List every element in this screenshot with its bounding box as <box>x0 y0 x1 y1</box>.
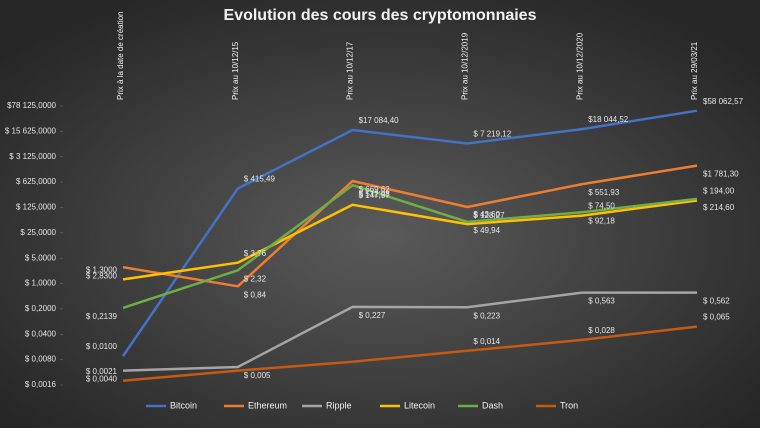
y-tick-label: $ 625,0000 <box>16 177 57 186</box>
y-tick-label: $ 1,0000 <box>25 279 57 288</box>
legend-label: Bitcoin <box>170 400 197 410</box>
data-label: $ 194,00 <box>703 187 735 196</box>
y-tick-label: $ 5,0000 <box>25 253 57 262</box>
data-label: $ 0,0021 <box>86 367 118 376</box>
x-tick-label: Prix au 10/12/17 <box>346 41 355 100</box>
data-label: $58 062,57 <box>703 97 744 106</box>
y-tick-label: $ 0,0080 <box>25 355 57 364</box>
data-label: $ 669,62 <box>359 185 391 194</box>
data-label: $ 2,32 <box>244 274 267 283</box>
data-label: $ 551,93 <box>588 188 620 197</box>
legend-label: Dash <box>482 400 503 410</box>
x-tick-label: Prix au 10/12/15 <box>231 41 240 100</box>
y-tick-label: $ 25,0000 <box>20 228 56 237</box>
data-label: $ 0,0100 <box>86 342 118 351</box>
data-label: $18 044,52 <box>588 115 629 124</box>
x-tick-label: Prix à la date de création <box>116 12 125 101</box>
x-tick-label: Prix au 10/12/2019 <box>461 32 470 100</box>
data-label: $ 0,84 <box>244 290 267 299</box>
data-label: $ 43,60 <box>473 210 500 219</box>
y-tick-label: $ 0,2000 <box>25 304 57 313</box>
series-line <box>122 199 698 281</box>
data-label: $ 0,065 <box>703 313 730 322</box>
data-label: $1 781,30 <box>703 170 739 179</box>
data-label: $ 0,562 <box>703 297 730 306</box>
data-label: $ 74,50 <box>588 202 615 211</box>
y-tick-label: $ 15 625,0000 <box>5 126 57 135</box>
y-tick-label: $78 125,0000 <box>7 101 56 110</box>
data-label: $ 0,028 <box>588 326 615 335</box>
data-label: $ 0,223 <box>473 311 500 320</box>
data-label: $ 128,27 <box>473 211 505 220</box>
y-tick-label: $ 0,0016 <box>25 380 57 389</box>
legend-label: Ripple <box>326 400 352 410</box>
legend-label: Litecoin <box>404 400 435 410</box>
y-tick-label: $ 125,0000 <box>16 203 57 212</box>
x-tick-label: Prix au 29/03/21 <box>690 41 699 100</box>
data-label: $ 214,60 <box>703 203 735 212</box>
data-label: $ 147,57 <box>359 191 391 200</box>
data-label: $ 7 219,12 <box>473 130 511 139</box>
data-label: $ 512,98 <box>359 189 391 198</box>
data-label: $ 415,49 <box>244 175 276 184</box>
data-label: $ 0,227 <box>359 311 386 320</box>
series-line <box>122 325 698 382</box>
data-label: $ 0,2139 <box>86 312 118 321</box>
y-tick-label: $ 0,0400 <box>25 329 57 338</box>
series-line <box>122 183 698 310</box>
data-label: $ 0,005 <box>244 371 271 380</box>
x-tick-label: Prix au 10/12/2020 <box>575 32 584 100</box>
legend-label: Tron <box>560 400 578 410</box>
legend-label: Ethereum <box>248 400 287 410</box>
data-label: $ 0,014 <box>473 337 500 346</box>
data-label: $ 0,0040 <box>86 375 118 384</box>
data-label: $ 3,76 <box>244 249 267 258</box>
y-tick-label: $ 3 125,0000 <box>9 152 56 161</box>
series-line <box>122 291 697 372</box>
series-line <box>121 109 698 357</box>
data-label: $ 92,18 <box>588 216 615 225</box>
data-label: $ 0,563 <box>588 297 615 306</box>
series-line <box>122 164 698 288</box>
data-label: $ 2,8300 <box>86 271 118 280</box>
data-label: $17 084,40 <box>359 116 400 125</box>
data-label: $ 49,94 <box>473 226 500 235</box>
chart-title: Evolution des cours des cryptomonnaies <box>224 7 537 24</box>
data-label: $ 1,3000 <box>86 266 118 275</box>
